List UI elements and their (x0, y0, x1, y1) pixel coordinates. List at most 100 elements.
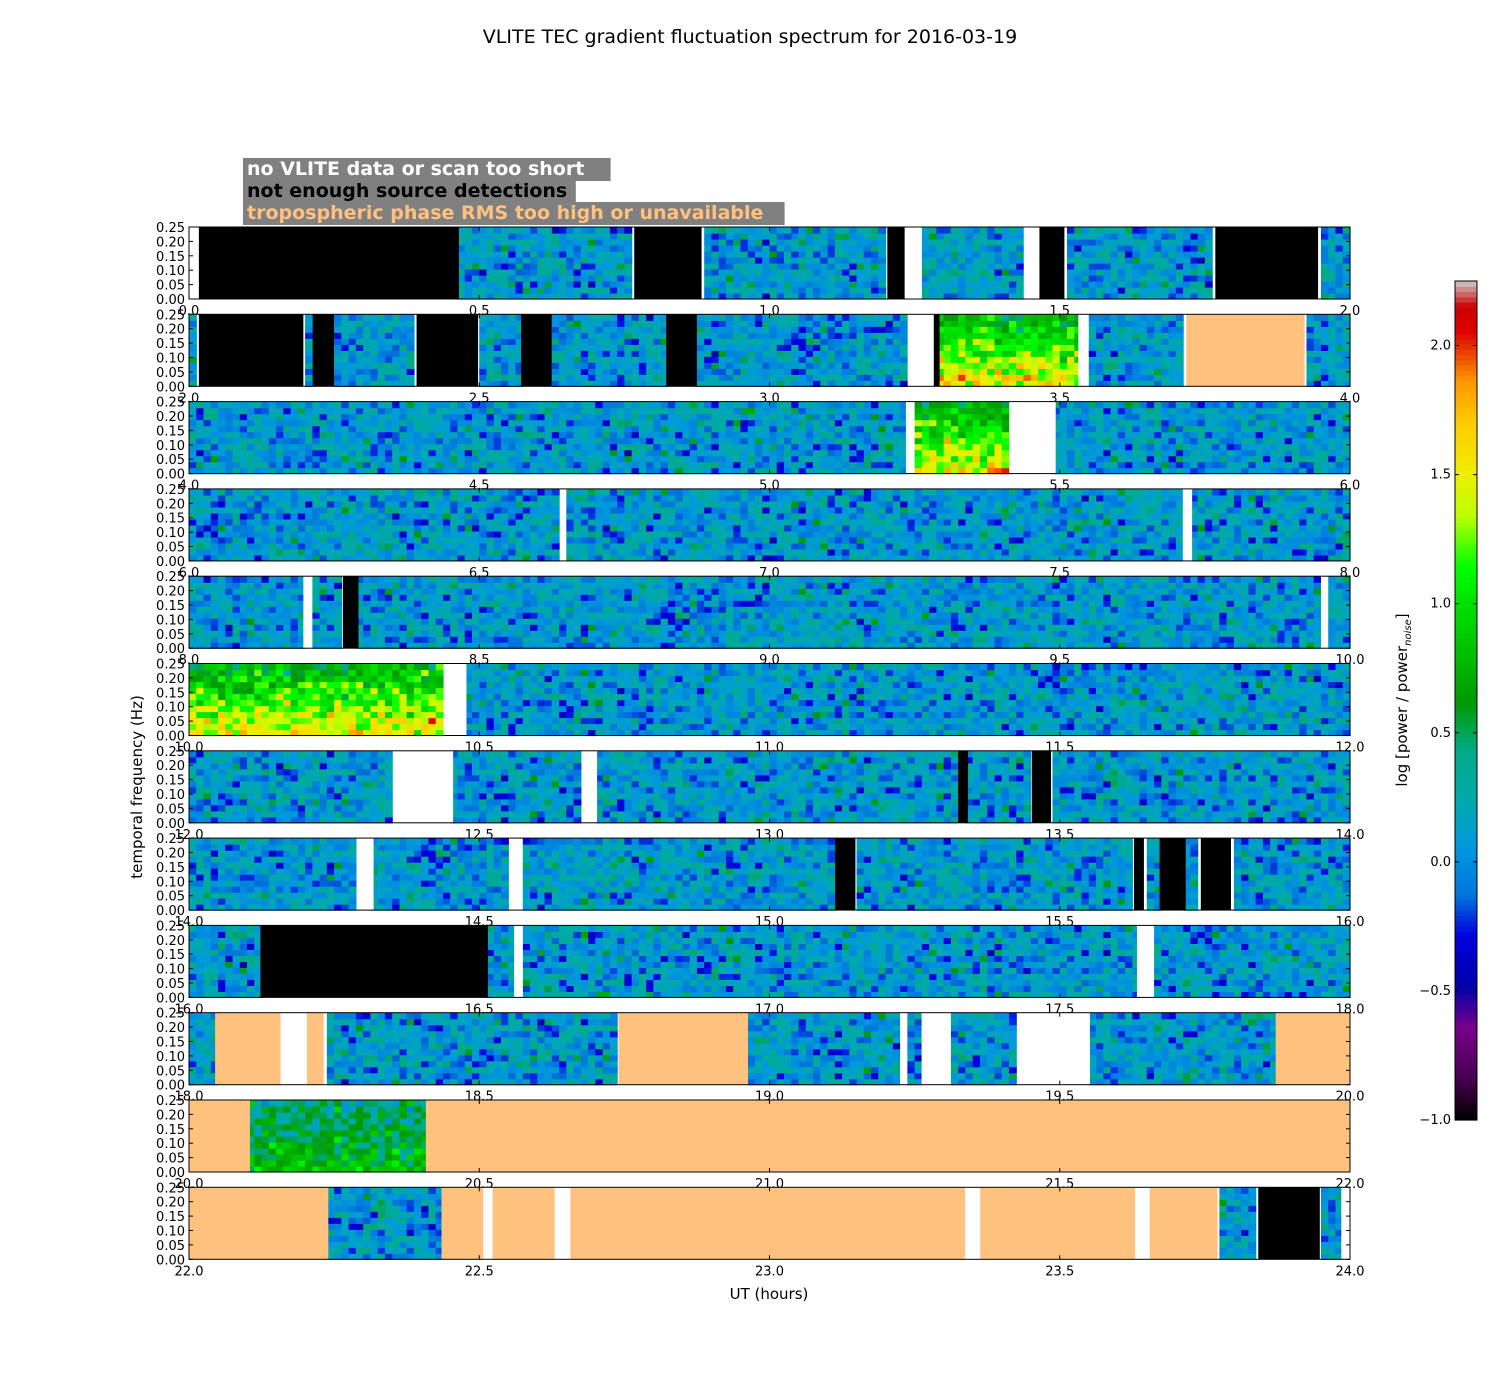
heatmap-cell (392, 524, 401, 532)
heatmap-cell (1117, 245, 1126, 252)
heatmap-cell (1328, 401, 1337, 409)
heatmap-cell (1001, 332, 1010, 339)
heatmap-cell (580, 494, 589, 502)
heatmap-cell (863, 425, 872, 433)
heatmap-cell (784, 449, 792, 457)
heatmap-cell (696, 419, 705, 427)
heatmap-cell (617, 269, 625, 276)
heatmap-cell (341, 326, 350, 333)
heatmap-cell (791, 413, 800, 421)
heatmap-cell (363, 431, 372, 439)
mask-segment (1078, 314, 1088, 387)
heatmap-cell (725, 401, 734, 409)
heatmap-cell (501, 344, 509, 351)
heatmap-cell (711, 257, 720, 264)
heatmap-cell (871, 344, 879, 351)
heatmap-cell (551, 425, 560, 433)
heatmap-cell (573, 467, 582, 475)
heatmap-cell (617, 518, 625, 526)
heatmap-cell (544, 449, 553, 457)
heatmap-cell (515, 245, 524, 252)
heatmap-cell (965, 227, 974, 234)
heatmap-cell (1320, 461, 1329, 469)
heatmap-cell (537, 257, 546, 264)
heatmap-cell (675, 461, 684, 469)
heatmap-cell (704, 263, 713, 270)
heatmap-cell (479, 293, 488, 300)
heatmap-cell (501, 314, 509, 321)
heatmap-cell (646, 344, 654, 351)
heatmap-cell (1168, 332, 1177, 339)
heatmap-cell (232, 419, 241, 427)
heatmap-cell (522, 251, 531, 258)
heatmap-cell (1074, 275, 1083, 282)
heatmap-cell (544, 488, 553, 496)
heatmap-cell (834, 275, 843, 282)
heatmap-cell (355, 536, 364, 544)
heatmap-cell (312, 536, 321, 544)
heatmap-cell (617, 320, 625, 327)
heatmap-cell (834, 419, 843, 427)
heatmap-cell (682, 431, 691, 439)
heatmap-cell (1161, 281, 1170, 288)
heatmap-cell (1146, 407, 1155, 415)
heatmap-cell (493, 269, 502, 276)
heatmap-cell (827, 293, 836, 300)
heatmap-cell (842, 344, 850, 351)
heatmap-cell (1081, 455, 1090, 463)
heatmap-cell (1096, 368, 1104, 375)
heatmap-cell (1103, 344, 1112, 351)
heatmap-cell (457, 449, 466, 457)
heatmap-cell (827, 380, 836, 387)
heatmap-cell (377, 419, 386, 427)
heatmap-cell (754, 269, 763, 276)
heatmap-cell (1306, 449, 1315, 457)
heatmap-cell (471, 239, 480, 246)
heatmap-cell (588, 542, 596, 550)
heatmap-cell (762, 281, 771, 288)
heatmap-cell (769, 239, 778, 246)
heatmap-cell (1154, 467, 1162, 475)
heatmap-cell (972, 455, 981, 463)
heatmap-cell (776, 281, 785, 288)
heatmap-cell (464, 269, 473, 276)
heatmap-cell (1081, 287, 1090, 294)
heatmap-cell (218, 518, 226, 526)
heatmap-cell (399, 374, 408, 381)
heatmap-cell (573, 401, 582, 409)
panel-heatmap (189, 314, 1351, 387)
heatmap-cell (1320, 293, 1329, 300)
heatmap-cell (696, 401, 705, 409)
heatmap-cell (1052, 338, 1061, 345)
panel-2: 0.000.050.100.150.200.254.0 4.5 5.0 5.5 6.0 (156, 396, 1360, 494)
heatmap-cell (718, 362, 727, 369)
heatmap-cell (1190, 425, 1199, 433)
heatmap-cell (559, 449, 567, 457)
heatmap-cell (1037, 338, 1046, 345)
heatmap-cell (580, 287, 589, 294)
heatmap-cell (1299, 467, 1308, 475)
heatmap-cell (900, 374, 908, 381)
heatmap-cell (544, 518, 553, 526)
heatmap-cell (958, 350, 967, 357)
heatmap-cell (1067, 407, 1075, 415)
heatmap-cell (1299, 413, 1308, 421)
heatmap-cell (667, 443, 676, 451)
heatmap-cell (1335, 425, 1344, 433)
heatmap-cell (711, 401, 720, 409)
heatmap-cell (1175, 332, 1184, 339)
heatmap-cell (1052, 455, 1061, 463)
heatmap-cell (595, 350, 604, 357)
heatmap-cell (885, 332, 894, 339)
heatmap-cell (943, 380, 952, 387)
heatmap-cell (297, 488, 306, 496)
heatmap-cell (312, 455, 321, 463)
heatmap-cell (660, 449, 669, 457)
heatmap-cell (450, 512, 459, 520)
heatmap-cell (573, 269, 582, 276)
heatmap-cell (537, 455, 546, 463)
heatmap-cell (718, 338, 727, 345)
heatmap-cell (609, 320, 618, 327)
heatmap-cell (696, 455, 705, 463)
heatmap-cell (573, 314, 582, 321)
